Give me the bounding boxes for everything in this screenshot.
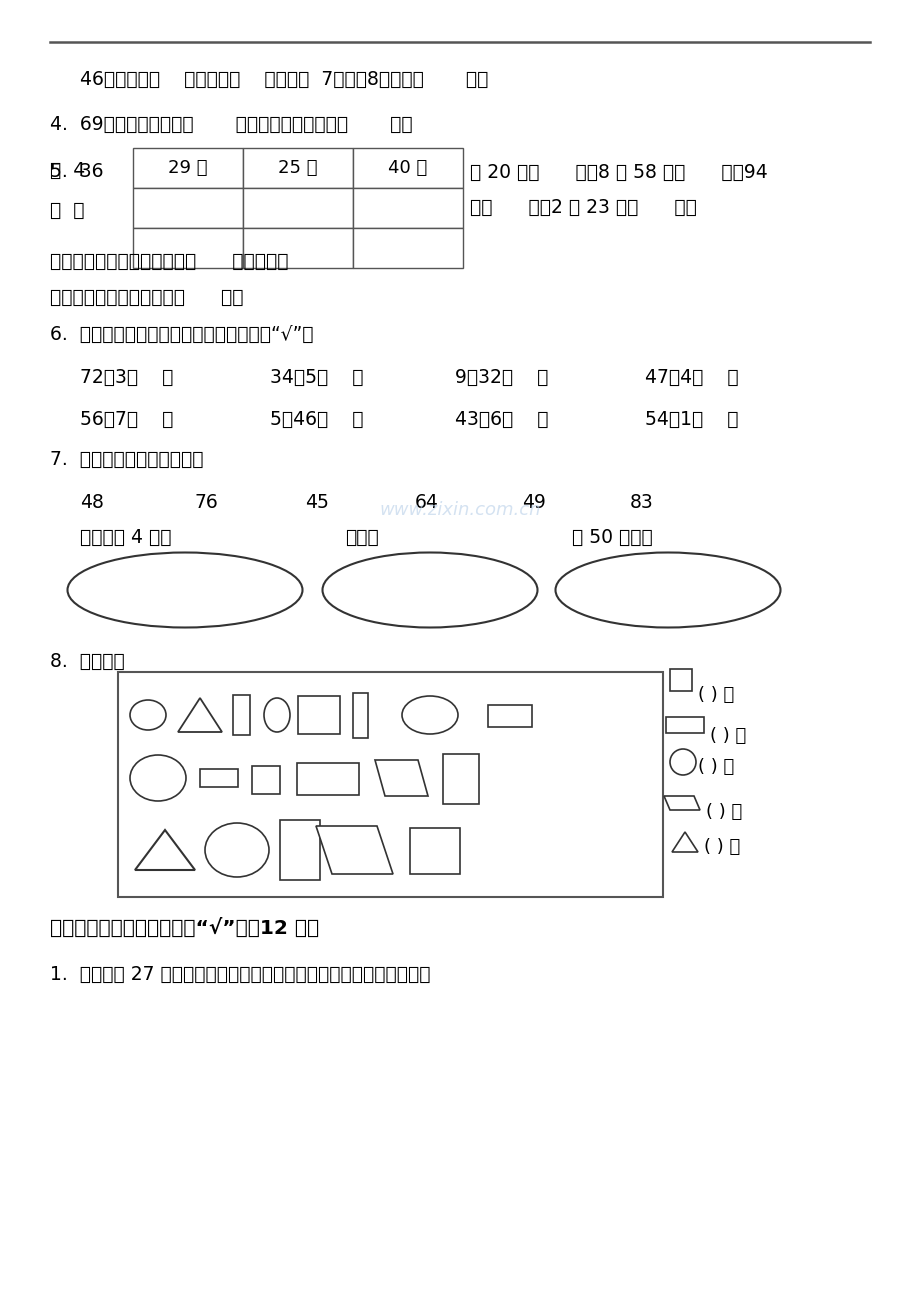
Text: 比  4: 比 4 — [50, 160, 85, 180]
Text: 多（      ），2 比 23 少（      ）。: 多（ ），2 比 23 少（ ）。 — [470, 198, 696, 217]
Text: 56－7（    ）: 56－7（ ） — [80, 410, 173, 428]
Bar — [199, 769, 238, 786]
Bar — [353, 693, 368, 738]
Text: 45: 45 — [305, 493, 328, 512]
Bar — [279, 820, 320, 880]
Text: 5.  36: 5. 36 — [50, 161, 104, 181]
Polygon shape — [375, 760, 427, 796]
Text: 6.  估一估，在得数是四十几的算式后面画“√”。: 6. 估一估，在得数是四十几的算式后面画“√”。 — [50, 326, 313, 344]
Text: 25 朵: 25 朵 — [278, 159, 317, 177]
Text: 48: 48 — [80, 493, 104, 512]
Polygon shape — [177, 698, 221, 732]
Text: 40 朵: 40 朵 — [388, 159, 427, 177]
Bar — [353, 148, 462, 187]
Bar — [298, 697, 340, 734]
Text: ( ) 个: ( ) 个 — [709, 727, 745, 745]
Text: 49: 49 — [521, 493, 545, 512]
Text: 47－4（    ）: 47－4（ ） — [644, 368, 738, 387]
Text: ( ) 个: ( ) 个 — [698, 686, 733, 704]
Ellipse shape — [402, 697, 458, 734]
Text: 4.  69前面的一个数是（       ），后面的一个数是（       ）。: 4. 69前面的一个数是（ ），后面的一个数是（ ）。 — [50, 115, 413, 134]
Text: 29 朵: 29 朵 — [168, 159, 208, 177]
Text: 比 20 多（      ），8 比 58 少（      ），94: 比 20 多（ ），8 比 58 少（ ），94 — [470, 163, 767, 182]
Text: ( ) 个: ( ) 个 — [698, 758, 733, 776]
Text: 64: 64 — [414, 493, 438, 512]
Text: 比 50 大的数: 比 50 大的数 — [572, 529, 652, 547]
Bar — [252, 766, 279, 794]
Polygon shape — [671, 832, 698, 852]
Text: 54－1（    ）: 54－1（ ） — [644, 410, 738, 428]
Bar — [410, 828, 460, 874]
Text: www.zixin.com.cn: www.zixin.com.cn — [379, 501, 540, 519]
Bar — [443, 754, 479, 805]
Text: 76: 76 — [195, 493, 219, 512]
Ellipse shape — [67, 552, 302, 628]
Ellipse shape — [555, 552, 779, 628]
Text: 7.  选择合适的数填在圈里。: 7. 选择合适的数填在圈里。 — [50, 450, 203, 469]
Bar — [133, 187, 243, 228]
Text: ( ) 个: ( ) 个 — [705, 803, 742, 822]
Polygon shape — [664, 796, 699, 810]
Ellipse shape — [130, 700, 165, 730]
Text: 1.  小兰做了 27 朵红花，小新做的比他多一些，小新可能做了多少朵？: 1. 小兰做了 27 朵红花，小新做的比他多一些，小新可能做了多少朵？ — [50, 965, 430, 984]
Text: 的三位数比最大的两位数大（      ）；最大的: 的三位数比最大的两位数大（ ）；最大的 — [50, 253, 289, 271]
Text: 一位数比最小的两位数小（      ）。: 一位数比最小的两位数小（ ）。 — [50, 288, 244, 307]
Bar — [118, 672, 663, 897]
Text: 是单数: 是单数 — [345, 529, 379, 547]
Text: 9＋32（    ）: 9＋32（ ） — [455, 368, 548, 387]
Bar — [243, 228, 353, 268]
Text: ( ) 个: ( ) 个 — [703, 838, 740, 855]
Bar — [487, 704, 531, 727]
Bar — [665, 717, 703, 733]
Text: 83: 83 — [630, 493, 653, 512]
Text: 46的里面有（    ）个一和（    ）个十；  7个十和8个一是（       ）。: 46的里面有（ ）个一和（ ）个十； 7个十和8个一是（ ）。 — [80, 70, 488, 89]
Bar — [233, 695, 250, 736]
Text: 34＋5（    ）: 34＋5（ ） — [269, 368, 363, 387]
Text: 最  小: 最 小 — [50, 201, 85, 220]
Text: 5＋46（    ）: 5＋46（ ） — [269, 410, 363, 428]
Bar — [243, 187, 353, 228]
Bar — [353, 187, 462, 228]
Polygon shape — [315, 825, 392, 874]
Bar — [133, 148, 243, 187]
Polygon shape — [135, 829, 195, 870]
Text: 四、认为合适的答案下面画“√”。（12 分）: 四、认为合适的答案下面画“√”。（12 分） — [50, 918, 319, 939]
Ellipse shape — [205, 823, 268, 878]
Bar — [353, 228, 462, 268]
Bar — [243, 148, 353, 187]
Bar — [297, 763, 358, 796]
Text: 72－3（    ）: 72－3（ ） — [80, 368, 173, 387]
Ellipse shape — [264, 698, 289, 732]
Text: 十位上是 4 的数: 十位上是 4 的数 — [80, 529, 171, 547]
Ellipse shape — [323, 552, 537, 628]
Text: 8.  数一数。: 8. 数一数。 — [50, 652, 125, 671]
Ellipse shape — [130, 755, 186, 801]
Bar — [669, 669, 691, 691]
Bar — [133, 228, 243, 268]
Text: 43＋6（    ）: 43＋6（ ） — [455, 410, 548, 428]
Ellipse shape — [669, 749, 696, 775]
